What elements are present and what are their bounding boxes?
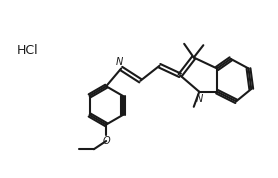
Text: HCl: HCl	[17, 44, 39, 57]
Text: N: N	[116, 57, 123, 67]
Text: N: N	[196, 94, 203, 104]
Text: O: O	[102, 136, 110, 146]
